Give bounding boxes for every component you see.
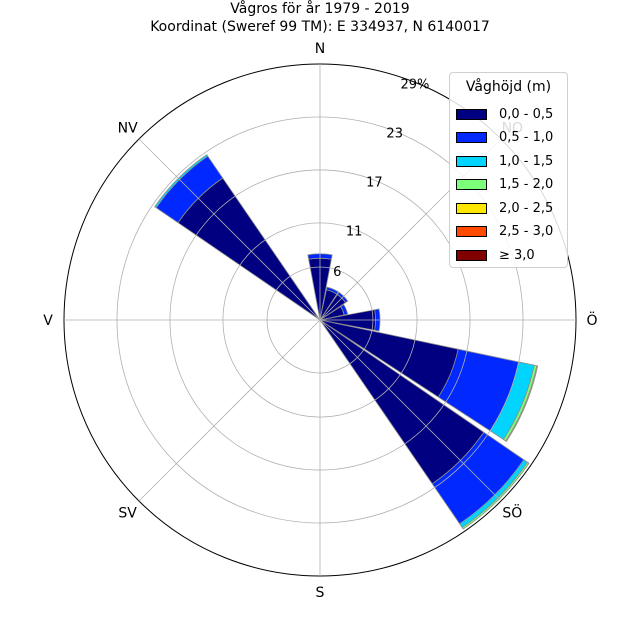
- legend-entry: 2,5 - 3,0: [456, 224, 553, 240]
- legend-entry: ≥ 3,0: [456, 247, 535, 263]
- direction-label-SV: SV: [118, 505, 137, 521]
- grid-layer: [63, 63, 577, 577]
- legend-swatch: [456, 108, 487, 120]
- legend-swatch: [456, 249, 487, 261]
- legend-label: 0,5 - 1,0: [499, 130, 554, 145]
- sector-bar-7-bin-2: [154, 154, 209, 209]
- grid-spoke: [138, 138, 321, 321]
- chart-subtitle: Koordinat (Sweref 99 TM): E 334937, N 61…: [150, 19, 490, 35]
- radial-tick-label: 29%: [401, 77, 430, 92]
- legend-swatch: [456, 132, 487, 143]
- direction-label-V: V: [43, 313, 53, 329]
- legend-label: 2,5 - 3,0: [499, 224, 554, 239]
- legend-swatch: [456, 226, 487, 237]
- direction-label-NV: NV: [118, 121, 138, 137]
- sector-bar-6-bin-3: [461, 461, 530, 530]
- radial-tick-label: 6: [333, 265, 341, 280]
- legend-swatch: [456, 179, 487, 190]
- legend-swatch: [456, 202, 487, 214]
- grid-spoke: [138, 319, 321, 502]
- direction-label-SÖ: SÖ: [502, 503, 522, 521]
- grid-spoke: [319, 319, 502, 502]
- legend-entry: 1,0 - 1,5: [456, 153, 553, 169]
- legend-entry: 1,5 - 2,0: [456, 177, 553, 193]
- sector-bar-5-bin-4: [505, 365, 539, 442]
- direction-label-S: S: [316, 585, 325, 601]
- legend-entry: 2,0 - 2,5: [456, 200, 553, 216]
- legend-label: 1,5 - 2,0: [499, 177, 554, 192]
- sector-bar-1-bin-1: [325, 286, 339, 295]
- legend-entry: 0,5 - 1,0: [456, 130, 553, 146]
- title-block: Vågros för år 1979 - 2019 Koordinat (Swe…: [0, 0, 640, 36]
- sector-bar-3-bin-1: [340, 304, 349, 316]
- direction-label-N: N: [315, 41, 325, 57]
- radial-tick-label: 17: [366, 175, 383, 190]
- legend-entry: 0,0 - 0,5: [456, 106, 553, 122]
- chart-title: Vågros för år 1979 - 2019: [230, 1, 410, 17]
- legend-label: 0,0 - 0,5: [499, 106, 554, 122]
- legend-label: ≥ 3,0: [499, 247, 535, 263]
- direction-label-Ö: Ö: [586, 311, 597, 329]
- legend-swatch: [456, 155, 487, 167]
- legend: Våghöjd (m) 0,0 - 0,5 0,5 - 1,0 1,0 - 1,5 1…: [449, 72, 568, 268]
- legend-title: Våghöjd (m): [465, 79, 552, 95]
- legend-label: 2,0 - 2,5: [499, 200, 554, 216]
- radial-tick-label: 11: [346, 224, 363, 239]
- legend-label: 1,0 - 1,5: [499, 153, 554, 169]
- radial-tick-label: 23: [386, 126, 403, 141]
